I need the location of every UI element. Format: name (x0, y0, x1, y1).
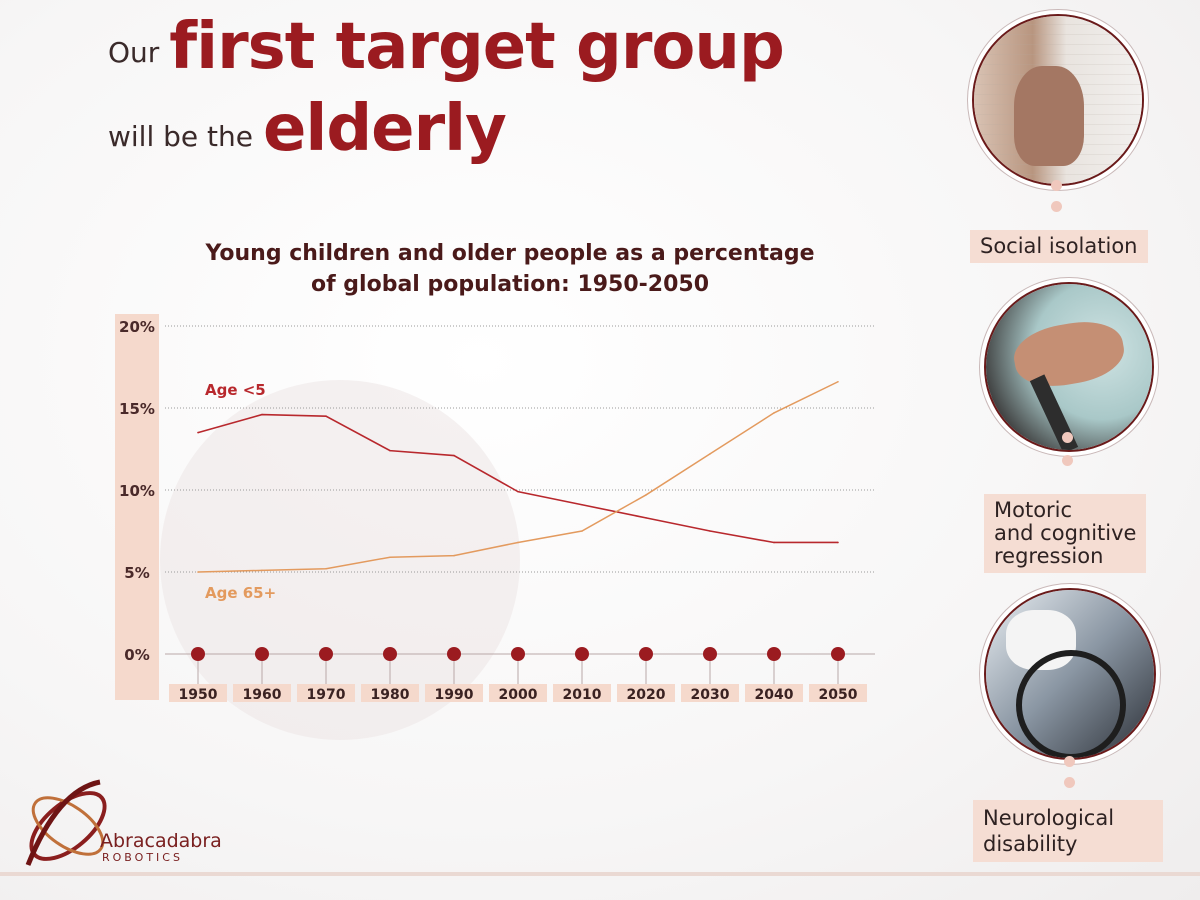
x-tick-label: 2000 (499, 687, 538, 703)
x-tick-dot (319, 647, 333, 661)
headline-our: Our (108, 36, 160, 69)
data-point (517, 541, 519, 544)
x-tick-label-bg (233, 684, 291, 702)
hands-cane-photo (984, 282, 1154, 452)
chart-title-line2: of global population: 1950-2050 (310, 272, 710, 297)
x-tick-label-bg (617, 684, 675, 702)
data-point (197, 431, 199, 434)
x-tick-dot (511, 647, 525, 661)
x-tick-dot (831, 647, 845, 661)
x-tick-dot (447, 647, 461, 661)
data-point (837, 541, 839, 544)
elderly-window-photo (972, 14, 1144, 186)
x-tick-label: 2030 (691, 687, 730, 703)
headline-elderly: elderly (263, 92, 507, 166)
y-tick-label: 15% (119, 400, 155, 418)
data-point (261, 569, 263, 572)
y-tick-label: 0% (124, 646, 149, 664)
logo-subtitle: ROBOTICS (102, 851, 183, 864)
x-tick-dot (255, 647, 269, 661)
x-tick-dot (639, 647, 653, 661)
connector-dot (1062, 432, 1073, 443)
data-point (581, 530, 583, 532)
x-tick-label: 1950 (179, 687, 218, 703)
x-tick-label: 2010 (563, 687, 602, 703)
data-point (581, 503, 583, 506)
headline-line1: Our first target group (108, 10, 785, 84)
y-tick-label: 5% (124, 564, 149, 582)
x-tick-label: 2040 (755, 687, 794, 703)
connector-dot (1051, 180, 1062, 191)
series-label-age-under5: Age <5 (205, 381, 266, 399)
x-tick-label-bg (809, 684, 867, 702)
x-tick-label: 1960 (243, 687, 282, 703)
x-tick-label-bg (297, 684, 355, 702)
label-motoric-cognitive-regression: Motoric and cognitive regression (984, 494, 1147, 573)
globe-watermark (160, 380, 520, 740)
series-label-age-65plus: Age 65+ (205, 584, 276, 602)
data-point (645, 517, 647, 519)
data-point (197, 571, 199, 573)
x-tick-label: 1980 (371, 687, 410, 703)
abracadabra-logo-icon (25, 779, 107, 866)
connector-dot (1051, 201, 1062, 212)
y-tick-label: 10% (119, 482, 155, 500)
data-point (389, 449, 391, 452)
x-tick-label-bg (169, 684, 227, 702)
connector-dot (1064, 756, 1075, 767)
data-point (517, 490, 519, 493)
logo-name: Abracadabra (100, 830, 222, 852)
headline-will-be-the: will be the (108, 120, 253, 153)
chart-title: Young children and older people as a per… (160, 238, 860, 300)
data-point (389, 556, 391, 559)
x-tick-dot (191, 647, 205, 661)
headline-first-target-group: first target group (169, 10, 784, 84)
data-point (837, 380, 839, 383)
headline-line2: will be the elderly (108, 92, 507, 166)
x-tick-label-bg (361, 684, 419, 702)
y-tick-label: 20% (119, 318, 155, 336)
data-point (773, 412, 775, 414)
x-tick-label: 2050 (819, 687, 858, 703)
x-tick-dot (767, 647, 781, 661)
x-tick-label-bg (553, 684, 611, 702)
chart-title-line1: Young children and older people as a per… (205, 241, 815, 266)
connector-dot (1064, 777, 1075, 788)
x-tick-label: 1970 (307, 687, 346, 703)
y-axis-band (115, 314, 159, 700)
x-tick-label: 2020 (627, 687, 666, 703)
x-tick-label-bg (489, 684, 547, 702)
label-neurological-disability: Neurological disability (973, 800, 1163, 862)
label-social-isolation: Social isolation (970, 230, 1148, 263)
data-point (709, 453, 711, 455)
connector-dot (1062, 455, 1073, 466)
x-tick-dot (575, 647, 589, 661)
data-point (709, 530, 711, 532)
data-point (261, 413, 263, 416)
x-tick-label: 1990 (435, 687, 474, 703)
x-tick-label-bg (745, 684, 803, 702)
data-point (325, 415, 327, 418)
data-point (453, 554, 455, 557)
data-point (325, 567, 327, 570)
wheelchair-photo (984, 588, 1156, 760)
footer-divider (0, 872, 1200, 876)
x-tick-dot (703, 647, 717, 661)
x-tick-label-bg (425, 684, 483, 702)
x-tick-label-bg (681, 684, 739, 702)
data-point (645, 494, 647, 496)
x-tick-dot (383, 647, 397, 661)
data-point (773, 541, 775, 544)
data-point (453, 454, 455, 457)
